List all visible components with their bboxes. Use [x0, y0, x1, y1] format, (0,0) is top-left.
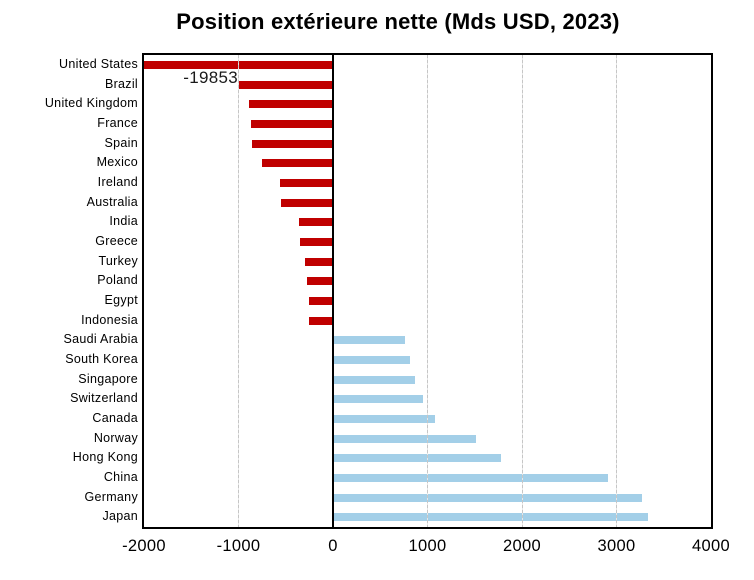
bar-singapore [333, 375, 415, 384]
y-label-canada: Canada [92, 411, 138, 425]
x-tick-label-1000: 1000 [408, 537, 447, 555]
bar-india [298, 218, 333, 227]
y-label-united-kingdom: United Kingdom [44, 96, 138, 111]
x-axis-labels: -2000 -1000 0 1000 2000 3000 4000 [122, 537, 730, 563]
y-label-ireland: Ireland [97, 175, 138, 189]
y-label-spain: Spain [104, 135, 138, 150]
y-label-germany: Germany [84, 489, 138, 504]
gridline--1000 [238, 55, 239, 527]
zero-axis-line [332, 55, 334, 527]
bar-turkey [304, 257, 333, 266]
y-label-turkey: Turkey [98, 253, 138, 268]
bar-hong-kong [333, 454, 502, 463]
y-label-saudi-arabia: Saudi Arabia [63, 332, 138, 347]
bar-japan [333, 513, 648, 522]
y-label-united-states: United States [59, 57, 138, 71]
bar-south-korea [333, 355, 411, 364]
y-label-switzerland: Switzerland [70, 391, 138, 406]
x-tick-label--1000: -1000 [216, 537, 261, 555]
y-label-norway: Norway [93, 430, 138, 445]
y-label-japan: Japan [102, 509, 138, 524]
y-label-singapore: Singapore [78, 371, 138, 386]
y-label-china: China [103, 470, 138, 484]
bar-mexico [262, 159, 333, 168]
gridline-1000 [427, 55, 428, 527]
y-label-egypt: Egypt [104, 293, 138, 307]
bar-poland [307, 277, 333, 286]
y-label-france: France [97, 116, 138, 130]
x-tick-label-4000: 4000 [692, 537, 730, 555]
y-label-south-korea: South Korea [65, 352, 138, 366]
bar-norway [333, 434, 476, 443]
bar-switzerland [333, 395, 423, 404]
bar-saudi-arabia [333, 336, 405, 345]
bar-indonesia [309, 316, 333, 325]
y-axis-labels: United States Brazil United Kingdom France S… [0, 55, 138, 527]
y-label-australia: Australia [86, 194, 138, 209]
gridline-2000 [521, 55, 523, 527]
bar-united-kingdom [248, 100, 333, 109]
gridline-3000 [616, 55, 617, 527]
x-tick-label--2000: -2000 [122, 537, 166, 555]
bar-australia [281, 198, 333, 207]
y-label-poland: Poland [97, 273, 138, 288]
y-label-indonesia: Indonesia [81, 312, 138, 327]
y-label-india: India [109, 214, 138, 229]
bar-china [333, 473, 608, 482]
bar-brazil [239, 80, 333, 89]
bar-ireland [280, 178, 333, 187]
y-label-brazil: Brazil [104, 76, 138, 91]
x-tick-label-3000: 3000 [597, 537, 636, 555]
bar-egypt [308, 296, 333, 305]
y-label-mexico: Mexico [96, 155, 138, 170]
bar-france [251, 119, 333, 128]
bar-greece [300, 237, 333, 246]
y-label-hong-kong: Hong Kong [72, 450, 138, 465]
y-label-greece: Greece [95, 234, 138, 248]
bar-spain [252, 139, 333, 148]
value-annotation-united-states: -19853 [183, 68, 238, 87]
x-tick-label-0: 0 [328, 537, 338, 555]
bar-germany [333, 493, 642, 502]
chart-title: Position extérieure nette (Mds USD, 2023… [176, 9, 620, 34]
plot-area: -19853 [142, 53, 713, 529]
x-tick-label-2000: 2000 [503, 537, 541, 555]
bar-canada [333, 414, 436, 423]
